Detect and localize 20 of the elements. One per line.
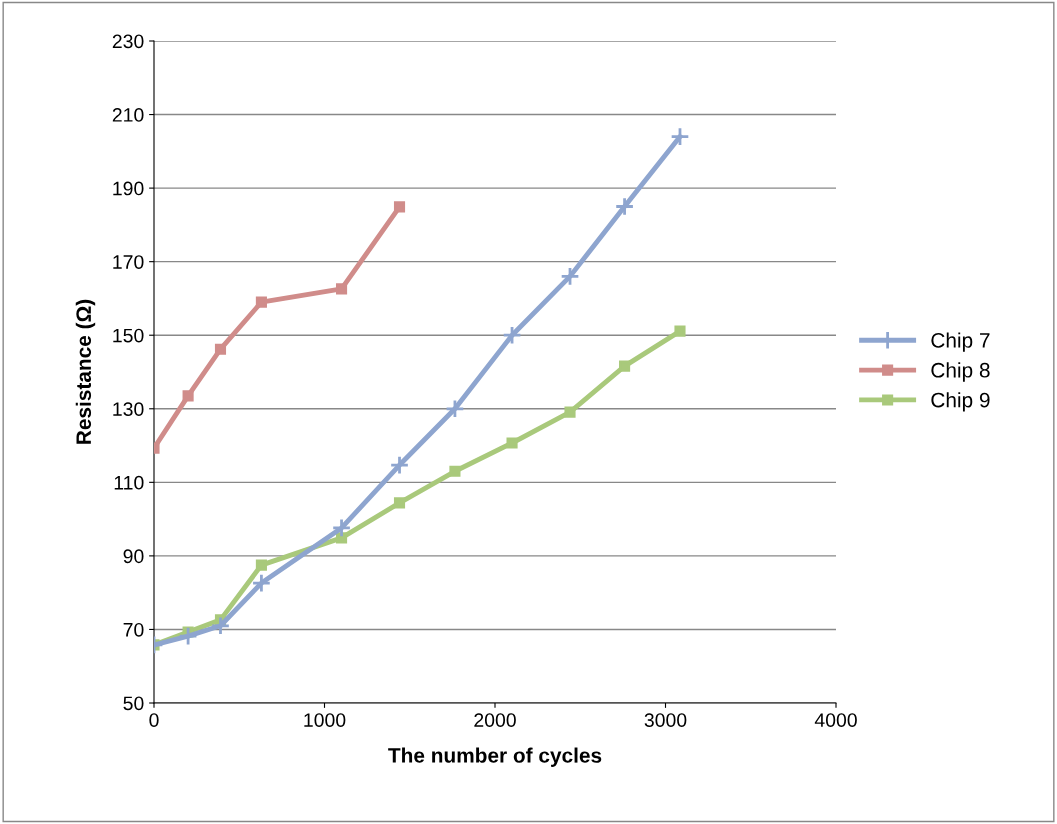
legend-label: Chip 7 bbox=[931, 332, 990, 352]
legend-label: Chip 8 bbox=[931, 362, 990, 382]
y-tick-label: 190 bbox=[113, 181, 144, 196]
y-tick-label: 90 bbox=[123, 549, 144, 564]
y-tick-label: 210 bbox=[112, 108, 144, 122]
y-tick-label: 50 bbox=[123, 696, 144, 711]
y-tick-label: 130 bbox=[113, 402, 144, 417]
y-tick-label: 70 bbox=[123, 622, 144, 637]
y-tick-label: 170 bbox=[113, 255, 144, 269]
legend-label: Chip 9 bbox=[931, 392, 990, 412]
x-tick-label: 0 bbox=[149, 713, 159, 727]
y-tick-label: 150 bbox=[113, 328, 144, 343]
y-tick-label: 230 bbox=[112, 34, 144, 49]
x-tick-label: 1000 bbox=[304, 713, 346, 727]
x-axis-title: The number of cycles bbox=[388, 747, 602, 767]
x-tick-label: 3000 bbox=[644, 713, 687, 727]
x-tick-label: 2000 bbox=[474, 713, 516, 727]
y-tick-label: 110 bbox=[114, 475, 144, 490]
y-axis-title: Resistance (Ω) bbox=[75, 299, 96, 444]
x-tick-label: 4000 bbox=[814, 713, 857, 727]
